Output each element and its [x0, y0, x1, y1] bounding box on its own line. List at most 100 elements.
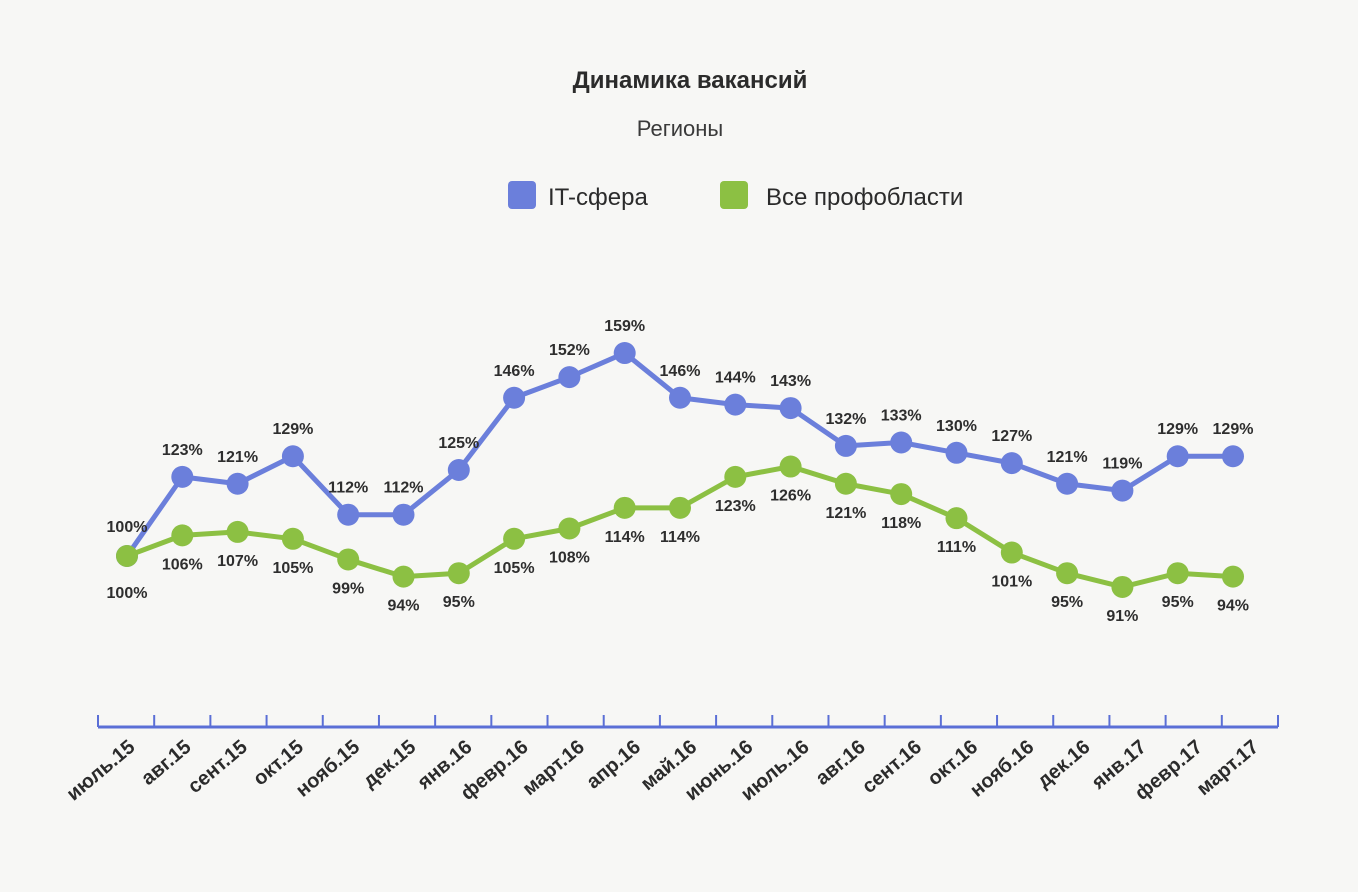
data-label: 95%: [1162, 594, 1194, 611]
x-tick-label: сент.15: [184, 736, 252, 798]
data-label: 114%: [605, 529, 645, 546]
data-point: [171, 524, 194, 547]
data-label: 95%: [443, 594, 475, 611]
data-point: [945, 441, 968, 464]
series-layer: 100% 123% 121% 129% 112% 112% 125% 146% 152% 159%…: [107, 318, 1254, 625]
data-label: 129%: [1213, 421, 1254, 438]
data-point: [1222, 445, 1244, 468]
data-point: [1056, 562, 1079, 585]
data-label: 123%: [715, 498, 756, 515]
legend-swatch-all: [720, 181, 748, 209]
data-label: 130%: [936, 418, 977, 435]
data-label: 159%: [604, 318, 645, 335]
series-it: 100% 123% 121% 129% 112% 112% 125% 146% 152% 159%…: [107, 318, 1254, 567]
data-label: 94%: [1217, 598, 1249, 615]
data-point: [1056, 472, 1079, 495]
data-point: [281, 445, 304, 468]
data-point: [724, 393, 747, 416]
data-point: [669, 496, 691, 519]
series-all: 100% 106% 107% 105% 99% 94% 95% 105% 108% 114% 114…: [107, 455, 1249, 625]
data-point: [392, 565, 415, 588]
data-point: [558, 517, 581, 540]
data-label: 146%: [660, 363, 701, 380]
data-label: 101%: [991, 574, 1032, 591]
data-label: 133%: [881, 407, 922, 424]
data-point: [1166, 445, 1189, 468]
data-label: 146%: [494, 363, 535, 380]
data-label: 100%: [107, 519, 148, 536]
data-label: 121%: [217, 449, 258, 466]
data-label: 144%: [715, 370, 756, 387]
data-point: [392, 503, 415, 526]
data-point: [890, 431, 913, 454]
data-label: 129%: [272, 421, 313, 438]
data-label: 100%: [107, 585, 148, 602]
data-label: 121%: [1047, 449, 1088, 466]
x-tick-label: апр.16: [582, 736, 645, 793]
data-label: 132%: [825, 411, 866, 428]
data-point: [613, 496, 636, 519]
x-tick-label: нояб.15: [292, 736, 364, 802]
data-point: [724, 465, 747, 488]
data-point: [669, 386, 691, 409]
data-point: [1000, 452, 1023, 475]
data-point: [503, 527, 526, 550]
data-point: [171, 465, 194, 488]
data-point: [779, 397, 802, 420]
data-point: [116, 545, 138, 567]
legend-swatch-it: [508, 181, 536, 209]
data-label: 114%: [660, 529, 700, 546]
x-tick-label: дек.16: [1033, 736, 1094, 792]
data-point: [1222, 565, 1244, 588]
data-label: 125%: [438, 435, 479, 452]
data-point: [890, 483, 913, 506]
data-point: [337, 548, 360, 571]
chart-subtitle: Регионы: [637, 116, 723, 141]
x-tick-label: март.17: [1193, 736, 1263, 800]
data-point: [281, 527, 304, 550]
data-label: 119%: [1102, 456, 1142, 473]
data-label: 111%: [937, 539, 976, 556]
data-point: [447, 459, 470, 481]
data-label: 95%: [1051, 594, 1083, 611]
data-label: 112%: [328, 480, 368, 497]
data-point: [558, 366, 581, 389]
data-label: 112%: [383, 480, 423, 497]
data-point: [226, 472, 249, 495]
x-tick-label: сент.16: [858, 736, 926, 798]
data-point: [1000, 541, 1023, 564]
legend-label-it: IT-сфера: [548, 184, 648, 211]
data-label: 105%: [494, 560, 535, 577]
x-tick-label: март.16: [518, 736, 588, 800]
data-point: [447, 562, 470, 585]
data-label: 91%: [1106, 608, 1138, 625]
chart-title: Динамика вакансий: [573, 67, 808, 94]
x-tick-label: нояб.16: [966, 736, 1038, 802]
x-tick-label: июль.15: [63, 736, 140, 805]
data-label: 118%: [881, 515, 921, 532]
data-point: [226, 520, 249, 543]
data-point: [503, 386, 526, 409]
data-label: 126%: [770, 488, 811, 505]
data-label: 108%: [549, 549, 590, 566]
data-label: 107%: [217, 553, 258, 570]
data-label: 129%: [1157, 421, 1198, 438]
data-label: 152%: [549, 342, 590, 359]
data-point: [613, 342, 636, 365]
data-label: 123%: [162, 442, 203, 459]
data-label: 99%: [332, 580, 364, 597]
data-point: [1166, 562, 1189, 585]
x-axis: июль.15авг.15сент.15окт.15нояб.15дек.15я…: [63, 715, 1279, 805]
data-point: [945, 507, 968, 530]
legend: IT-сфера Все профобласти: [508, 181, 963, 211]
data-point: [337, 503, 360, 526]
data-point: [1111, 479, 1134, 502]
data-point: [834, 434, 857, 457]
data-point: [834, 472, 857, 495]
data-label: 106%: [162, 556, 203, 573]
legend-label-all: Все профобласти: [766, 184, 963, 211]
data-point: [1111, 575, 1134, 598]
data-label: 105%: [272, 560, 313, 577]
data-label: 127%: [991, 428, 1032, 445]
